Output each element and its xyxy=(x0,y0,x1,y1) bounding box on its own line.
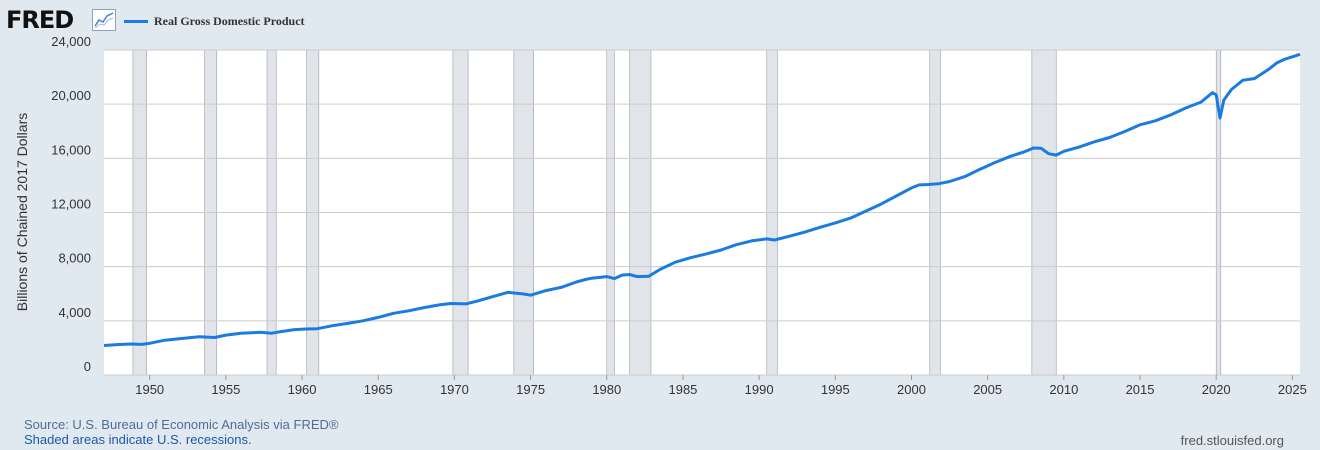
y-tick-label: 4,000 xyxy=(58,305,91,320)
chart-header: FRED Real Gross Domestic Product xyxy=(0,0,1320,40)
x-tick-label: 2010 xyxy=(1049,382,1078,397)
line-chart-icon[interactable] xyxy=(92,9,116,31)
x-tick-label: 1965 xyxy=(364,382,393,397)
y-tick-label: 8,000 xyxy=(58,251,91,266)
site-url[interactable]: fred.stlouisfed.org xyxy=(1180,433,1284,448)
x-tick-label: 2000 xyxy=(897,382,926,397)
x-tick-label: 2015 xyxy=(1126,382,1155,397)
x-tick-label: 1950 xyxy=(135,382,164,397)
x-tick-label: 2005 xyxy=(973,382,1002,397)
y-tick-label: 0 xyxy=(84,359,91,374)
x-tick-label: 1995 xyxy=(821,382,850,397)
recession-note: Shaded areas indicate U.S. recessions. xyxy=(24,432,252,447)
x-tick-label: 1970 xyxy=(440,382,469,397)
x-tick-label: 1975 xyxy=(516,382,545,397)
y-tick-label: 24,000 xyxy=(51,34,91,49)
y-axis-label: Billions of Chained 2017 Dollars xyxy=(14,113,30,311)
y-tick-label: 16,000 xyxy=(51,142,91,157)
fred-logo[interactable]: FRED xyxy=(6,6,74,34)
x-tick-label: 1990 xyxy=(745,382,774,397)
x-tick-label: 2025 xyxy=(1278,382,1307,397)
gdp-series-line xyxy=(103,52,1301,347)
legend-label: Real Gross Domestic Product xyxy=(154,14,305,28)
x-tick-label: 1985 xyxy=(668,382,697,397)
source-note: Source: U.S. Bureau of Economic Analysis… xyxy=(24,417,339,432)
legend-swatch xyxy=(124,20,148,23)
x-tick-label: 1960 xyxy=(288,382,317,397)
x-tick-label: 1955 xyxy=(211,382,240,397)
y-tick-label: 20,000 xyxy=(51,88,91,103)
x-tick-label: 2020 xyxy=(1202,382,1231,397)
y-tick-label: 12,000 xyxy=(51,197,91,212)
x-tick-label: 1980 xyxy=(592,382,621,397)
